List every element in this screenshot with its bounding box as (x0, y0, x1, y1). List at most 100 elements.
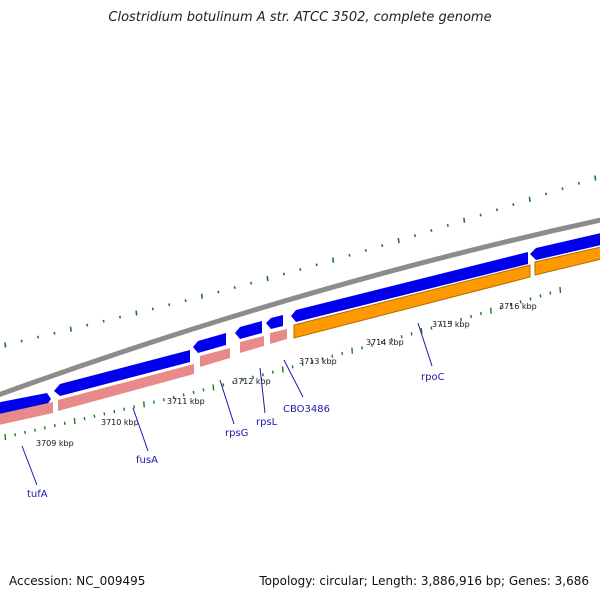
gene-arrow-tufA-blue (0, 393, 51, 415)
scale-tick (113, 409, 116, 414)
scale-tick (252, 375, 254, 379)
gc-tick (561, 187, 564, 191)
tick-label-3715: 3715 kbp (432, 320, 470, 329)
scale-tick (341, 351, 344, 356)
scale-tick (489, 307, 492, 314)
gc-content-ticks (4, 175, 597, 348)
scale-tick (192, 390, 195, 394)
gene-arrow-rpsG-blue (193, 333, 226, 353)
scale-tick (123, 407, 126, 411)
gene-leader-lines (21, 322, 433, 486)
gc-tick (53, 331, 56, 335)
gc-tick (397, 237, 400, 244)
gc-tick (413, 234, 417, 238)
gc-tick (135, 310, 138, 316)
gc-tick (102, 319, 105, 323)
pink-feature-fusA (58, 364, 194, 411)
gene-label-tufA[interactable]: tufA (27, 489, 48, 500)
genome-summary-text: Topology: circular; Length: 3,886,916 bp… (259, 574, 589, 588)
gene-arrow-cbo3486-blue (266, 315, 283, 329)
gc-tick (250, 281, 253, 285)
orange-feature-track (293, 246, 600, 339)
scale-tick (261, 373, 264, 377)
pink-feature-track (0, 329, 287, 425)
pink-feature-rpsL (240, 336, 264, 353)
gene-label-cbo3486[interactable]: CBO3486 (283, 404, 330, 415)
gene-label-rpoC[interactable]: rpoC (421, 372, 445, 383)
scale-tick (172, 395, 175, 399)
orange-feature-rpoC (293, 264, 531, 339)
gc-tick (512, 203, 515, 207)
scale-ticks (4, 286, 562, 441)
scale-tick (430, 326, 433, 330)
gc-tick (36, 335, 40, 339)
scale-tick (509, 303, 512, 307)
scale-tick (143, 401, 145, 408)
scale-tick (232, 380, 235, 385)
scale-tick (380, 340, 383, 344)
scale-tick (410, 332, 413, 336)
scale-tick (311, 359, 314, 364)
scale-tick (549, 291, 552, 295)
scale-tick (351, 347, 354, 354)
gc-tick (233, 286, 236, 290)
gc-tick (282, 272, 285, 276)
scale-tick (361, 346, 363, 350)
kbp-labels: 3709 kbp 3710 kbp 3711 kbp 3712 kbp 3713… (36, 302, 537, 448)
gc-tick (86, 323, 89, 327)
gc-tick (545, 192, 548, 196)
scale-tick (529, 297, 532, 301)
scale-tick (73, 417, 76, 424)
gc-tick (463, 217, 466, 223)
map-title: Clostridium botulinum A str. ATCC 3502, … (108, 10, 492, 25)
gc-tick (266, 276, 269, 282)
scale-tick (271, 370, 274, 374)
scale-tick (499, 306, 502, 310)
tick-label-3714: 3714 kbp (366, 338, 404, 347)
scale-tick (480, 311, 482, 316)
leader-rpoC (417, 322, 433, 367)
scale-tick (202, 388, 205, 392)
gc-tick (430, 229, 433, 232)
gene-label-fusA[interactable]: fusA (136, 455, 158, 466)
scale-tick (559, 286, 562, 294)
accession-text: Accession: NC_009495 (9, 574, 146, 588)
scale-tick (14, 433, 17, 437)
tick-label-3710: 3710 kbp (101, 418, 139, 427)
gc-tick (479, 213, 482, 217)
orange-feature-next (534, 246, 600, 276)
scale-tick (321, 357, 324, 361)
gene-labels: tufA fusA rpsG rpsL CBO3486 rpoC (27, 372, 445, 500)
scale-tick (440, 323, 443, 327)
forward-gene-track (0, 233, 600, 415)
gc-tick (184, 299, 187, 302)
scale-tick (519, 300, 522, 304)
leader-rpsG (219, 379, 235, 425)
tick-label-3711: 3711 kbp (167, 397, 205, 406)
scale-tick (450, 320, 453, 324)
scale-tick (212, 384, 215, 391)
pink-feature-cbo3486 (270, 329, 287, 344)
scale-tick (242, 378, 245, 382)
gene-label-rpsG[interactable]: rpsG (225, 428, 248, 439)
scale-tick (162, 398, 165, 402)
scale-tick (331, 354, 334, 358)
gc-tick (528, 196, 531, 202)
gc-tick (217, 290, 220, 294)
scale-tick (34, 428, 36, 432)
gene-label-rpsL[interactable]: rpsL (256, 417, 278, 428)
gc-tick (348, 253, 351, 257)
scale-tick (301, 362, 304, 366)
scale-tick (103, 412, 106, 416)
gc-tick (118, 315, 122, 319)
gc-tick (69, 326, 72, 332)
gc-tick (151, 307, 154, 311)
scale-tick (182, 393, 185, 397)
backbone-track (0, 217, 600, 398)
gc-tick (168, 303, 171, 307)
pink-feature-tufA (0, 402, 53, 425)
gc-tick (299, 268, 302, 271)
gc-tick (577, 181, 580, 185)
tick-label-3716: 3716 kbp (499, 302, 537, 311)
